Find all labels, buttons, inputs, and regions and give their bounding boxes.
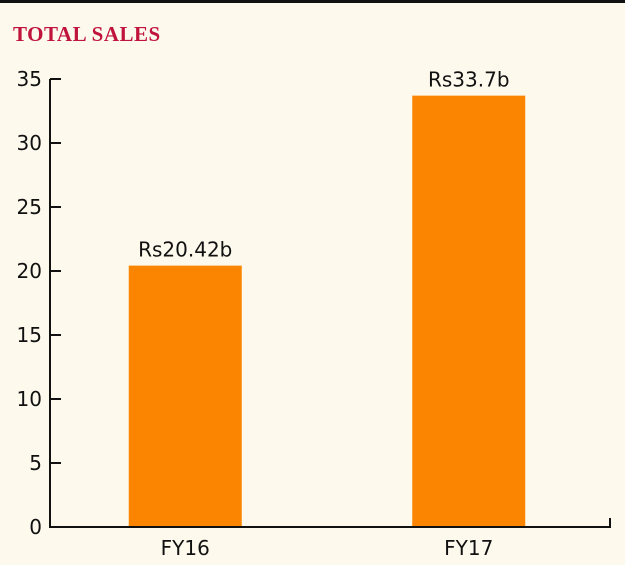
y-tick-label-15: 15 [17,323,42,347]
y-tick-label-5: 5 [29,451,42,475]
chart-title: TOTAL SALES [13,22,161,46]
data-label-fy17: Rs33.7b [428,68,510,92]
bar-fy16 [128,265,242,527]
x-tick-label-fy17: FY17 [444,536,493,560]
y-tick-label-35: 35 [17,67,42,91]
bar-chart: Rs20.42b FY16 Rs33.7b FY17 0 5 10 15 20 25 30 35 [17,67,611,560]
y-tick-label-0: 0 [29,515,42,539]
data-label-fy16: Rs20.42b [138,238,232,262]
y-tick-label-20: 20 [17,259,42,283]
x-tick-label-fy16: FY16 [161,536,210,560]
bar-fy17 [412,95,526,527]
y-tick-label-25: 25 [17,195,42,219]
y-tick-label-10: 10 [17,387,42,411]
y-tick-label-30: 30 [17,131,42,155]
